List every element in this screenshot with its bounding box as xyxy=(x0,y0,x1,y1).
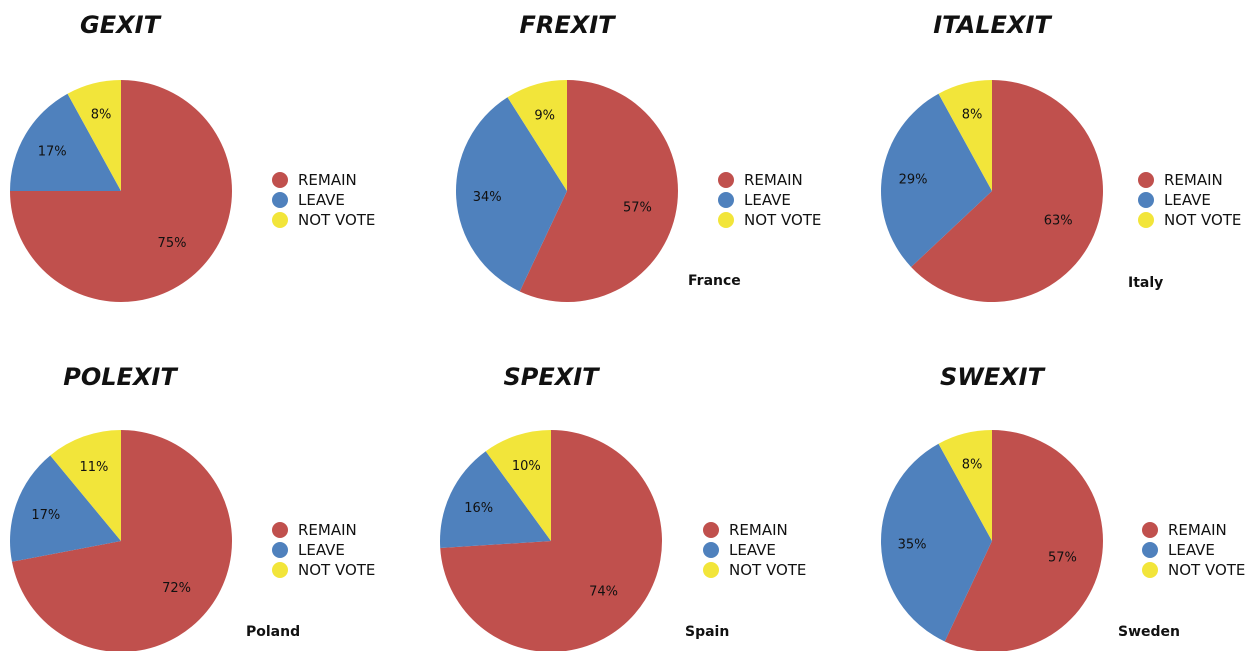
country-label: Italy xyxy=(1128,275,1163,291)
pie-slice-leave xyxy=(881,93,992,267)
pie-chart-5: SPEXIT 74% 16% 10% REMAIN LEAVE NOT VOTE Spain xyxy=(440,363,806,651)
legend-label: LEAVE xyxy=(1164,191,1211,209)
pie-slice-remain xyxy=(440,430,662,651)
pie-slice-remain xyxy=(11,430,232,651)
slice-value-label: 16% xyxy=(464,501,493,516)
slice-value-label: 35% xyxy=(898,538,927,553)
slice-value-label: 11% xyxy=(79,460,108,475)
legend-label: NOT VOTE xyxy=(1164,211,1241,229)
slice-value-label: 8% xyxy=(962,458,983,473)
pie-slice-remain xyxy=(911,79,1104,303)
pie-slice-leave xyxy=(880,443,992,642)
legend-marker xyxy=(272,192,288,208)
pie-slice-remain xyxy=(519,80,678,302)
slice-value-label: 17% xyxy=(31,508,60,523)
pie-slice-leave xyxy=(10,93,121,191)
country-label: Spain xyxy=(685,624,729,640)
slice-value-label: 75% xyxy=(158,236,187,251)
legend-marker xyxy=(1138,212,1154,228)
country-label: Sweden xyxy=(1118,624,1180,640)
pie-slice-not-vote xyxy=(485,430,551,541)
legend-marker xyxy=(1142,542,1158,558)
slice-value-label: 63% xyxy=(1044,214,1073,229)
chart-title: POLEXIT xyxy=(63,363,178,391)
slice-value-label: 57% xyxy=(1048,551,1077,566)
slice-value-label: 29% xyxy=(899,173,928,188)
legend-marker xyxy=(1138,172,1154,188)
slice-value-label: 17% xyxy=(38,144,67,159)
legend-label: REMAIN xyxy=(298,171,357,189)
pie-slice-leave xyxy=(10,455,121,562)
pie-slice-not-vote xyxy=(938,430,992,541)
legend-label: REMAIN xyxy=(729,521,788,539)
legend-marker xyxy=(718,192,734,208)
legend-marker xyxy=(703,542,719,558)
legend-label: NOT VOTE xyxy=(744,211,821,229)
chart-title: SPEXIT xyxy=(503,363,600,391)
country-label: Poland xyxy=(246,624,300,640)
slice-value-label: 34% xyxy=(473,190,502,205)
legend-marker xyxy=(272,172,288,188)
legend-label: LEAVE xyxy=(298,191,345,209)
pie-slice-remain xyxy=(944,430,1103,651)
pie-chart-3: ITALEXIT 63% 29% 8% REMAIN LEAVE NOT VOTE Italy xyxy=(881,11,1241,303)
legend-marker xyxy=(272,562,288,578)
legend-marker xyxy=(718,212,734,228)
legend-label: LEAVE xyxy=(729,541,776,559)
slice-value-label: 8% xyxy=(91,108,112,123)
slice-value-label: 57% xyxy=(623,201,652,216)
slice-value-label: 8% xyxy=(962,108,983,123)
slice-value-label: 72% xyxy=(162,581,191,596)
legend-marker xyxy=(703,562,719,578)
chart-title: SWEXIT xyxy=(940,363,1046,391)
slice-value-label: 74% xyxy=(589,584,618,599)
legend-label: LEAVE xyxy=(1168,541,1215,559)
legend-marker xyxy=(718,172,734,188)
pie-slice-leave xyxy=(455,97,567,292)
chart-title: ITALEXIT xyxy=(933,11,1052,39)
pie-chart-2: FREXIT 57% 34% 9% REMAIN LEAVE NOT VOTE France xyxy=(455,11,821,302)
country-label: France xyxy=(688,273,741,289)
pie-chart-6: SWEXIT 57% 35% 8% REMAIN LEAVE NOT VOTE Sweden xyxy=(880,363,1245,651)
legend-marker xyxy=(272,522,288,538)
legend-marker xyxy=(272,212,288,228)
legend-marker xyxy=(1142,562,1158,578)
legend-marker xyxy=(272,542,288,558)
legend-label: REMAIN xyxy=(298,521,357,539)
legend-label: REMAIN xyxy=(1164,171,1223,189)
pie-slice-not-vote xyxy=(507,80,567,191)
pie-slice-not-vote xyxy=(67,80,121,191)
legend-label: NOT VOTE xyxy=(298,561,375,579)
legend-label: NOT VOTE xyxy=(298,211,375,229)
slice-value-label: 9% xyxy=(534,108,555,123)
slice-value-label: 10% xyxy=(512,459,541,474)
legend-marker xyxy=(703,522,719,538)
pie-chart-4: POLEXIT 72% 17% 11% REMAIN LEAVE NOT VOTE Polan… xyxy=(10,363,375,651)
legend-label: LEAVE xyxy=(298,541,345,559)
legend-marker xyxy=(1138,192,1154,208)
pie-slice-not-vote xyxy=(938,80,992,191)
legend-label: NOT VOTE xyxy=(729,561,806,579)
pie-slice-not-vote xyxy=(50,430,121,541)
chart-title: GEXIT xyxy=(80,11,162,39)
pie-slice-leave xyxy=(440,451,551,548)
legend-label: LEAVE xyxy=(744,191,791,209)
legend-marker xyxy=(1142,522,1158,538)
chart-title: FREXIT xyxy=(519,11,616,39)
legend-label: NOT VOTE xyxy=(1168,561,1245,579)
legend-label: REMAIN xyxy=(1168,521,1227,539)
pie-chart-1: GEXIT 75% 17% 8% REMAIN LEAVE NOT VOTE xyxy=(10,11,375,302)
legend-label: REMAIN xyxy=(744,171,803,189)
